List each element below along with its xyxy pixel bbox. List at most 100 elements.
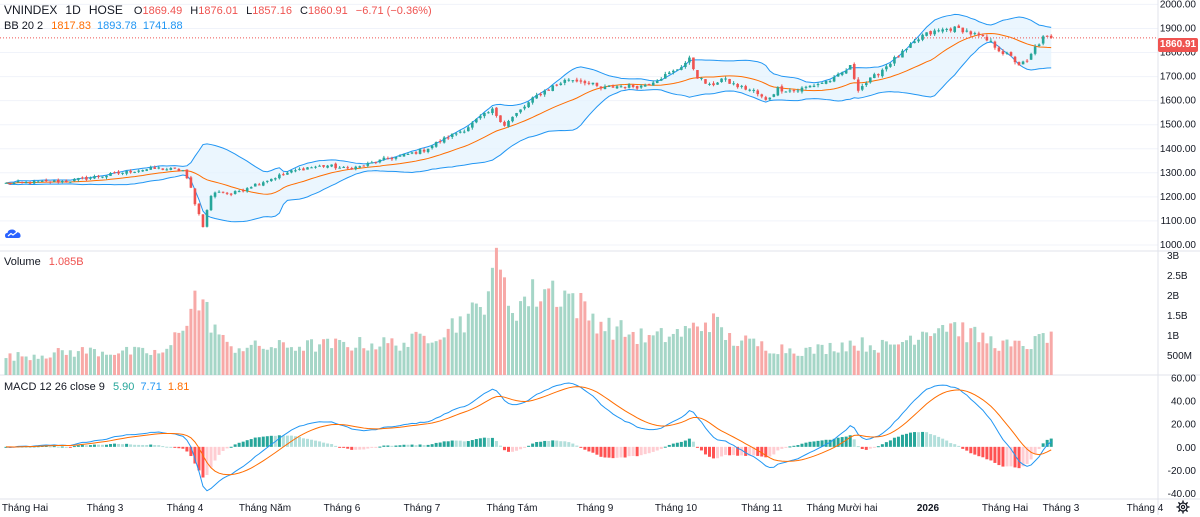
volume-bar bbox=[165, 348, 169, 375]
volume-bar bbox=[872, 350, 876, 375]
candle bbox=[382, 155, 386, 162]
candle-body bbox=[820, 82, 824, 84]
candle-body bbox=[704, 79, 707, 84]
candle-body bbox=[953, 26, 957, 32]
macd-hist-bar bbox=[177, 446, 181, 449]
volume-bar bbox=[824, 354, 828, 375]
volume-bar bbox=[414, 331, 418, 375]
candle bbox=[221, 191, 225, 194]
macd-hist-bar bbox=[812, 441, 816, 447]
macd-hist-bar bbox=[466, 441, 470, 447]
candle-body bbox=[716, 82, 719, 85]
volume-bar bbox=[543, 289, 547, 375]
macd-hist-bar bbox=[929, 434, 933, 447]
volume-legend[interactable]: Volume 1.085B bbox=[4, 256, 89, 269]
last-price-tag: 1860.91 bbox=[1158, 38, 1198, 52]
candle-body bbox=[519, 109, 522, 113]
macd-hist-bar bbox=[386, 445, 390, 447]
macd-hist-bar bbox=[989, 446, 993, 461]
volume-bar bbox=[394, 345, 398, 375]
settings-gear-icon[interactable] bbox=[1176, 500, 1190, 514]
candle-body bbox=[591, 82, 595, 85]
candle bbox=[848, 64, 852, 70]
macd-tick-label: 0.00 bbox=[1177, 443, 1197, 454]
candle bbox=[852, 62, 856, 80]
macd-hist-bar bbox=[804, 442, 808, 447]
candle-body bbox=[700, 77, 703, 79]
macd-hist-bar bbox=[583, 446, 587, 450]
macd-hist-bar bbox=[800, 443, 804, 447]
candle-body bbox=[310, 167, 313, 169]
candle-body bbox=[824, 80, 828, 84]
candle bbox=[402, 153, 406, 157]
volume-bar bbox=[1033, 336, 1037, 375]
interval[interactable]: 1D bbox=[65, 3, 81, 17]
candle bbox=[394, 156, 398, 161]
macd-hist-bar bbox=[446, 441, 450, 447]
candle-body bbox=[631, 84, 635, 87]
volume-bar bbox=[607, 317, 611, 375]
candle-body bbox=[503, 121, 506, 126]
volume-bar bbox=[880, 339, 884, 375]
macd-hist-bar bbox=[414, 445, 418, 447]
candle bbox=[454, 132, 458, 137]
volume-bar bbox=[683, 326, 687, 375]
candle-body bbox=[410, 152, 414, 154]
price-tick-label: 1300.00 bbox=[1160, 168, 1197, 179]
candle-body bbox=[446, 137, 450, 139]
candle bbox=[764, 95, 768, 101]
candle bbox=[808, 85, 812, 88]
candle bbox=[24, 180, 28, 184]
candle-body bbox=[398, 155, 402, 157]
bb-lower-line bbox=[5, 41, 1052, 223]
volume-bar bbox=[173, 332, 177, 375]
volume-bar bbox=[229, 346, 233, 375]
candle bbox=[1033, 44, 1037, 56]
candle bbox=[732, 81, 735, 86]
volume-bar bbox=[306, 340, 309, 375]
candle-body bbox=[350, 167, 354, 170]
candle bbox=[145, 168, 148, 172]
candle-body bbox=[442, 137, 446, 143]
candle-body bbox=[724, 78, 727, 80]
candle-body bbox=[917, 39, 920, 42]
candle-body bbox=[8, 183, 12, 185]
candle-body bbox=[28, 182, 32, 184]
bb-legend[interactable]: BB 20 2 1817.83 1893.78 1741.88 bbox=[4, 20, 188, 33]
volume-bar bbox=[909, 335, 912, 375]
candle-body bbox=[20, 182, 24, 184]
macd-hist-bar bbox=[354, 446, 358, 450]
macd-hist-bar bbox=[683, 440, 687, 447]
candle bbox=[997, 46, 1001, 53]
macd-hist-bar bbox=[265, 436, 269, 447]
volume-bar bbox=[450, 318, 454, 375]
macd-hist-bar bbox=[667, 444, 671, 447]
volume-bar bbox=[724, 339, 728, 375]
macd-tick-label: 20.00 bbox=[1171, 420, 1196, 431]
time-tick-label: Tháng 11 bbox=[741, 503, 783, 514]
volume-bar bbox=[358, 337, 362, 375]
candle-body bbox=[527, 102, 530, 108]
tradingview-logo-icon[interactable] bbox=[4, 227, 22, 241]
candle-body bbox=[422, 149, 426, 152]
volume-bar bbox=[1009, 346, 1013, 375]
time-tick-label: Tháng Mười hai bbox=[806, 503, 877, 514]
volume-bar bbox=[679, 336, 683, 375]
macd-hist-bar bbox=[1029, 446, 1033, 460]
candle bbox=[169, 167, 173, 171]
symbol-name[interactable]: VNINDEX bbox=[4, 3, 58, 17]
candle-body bbox=[358, 166, 362, 168]
candle bbox=[302, 167, 305, 171]
macd-hist-bar bbox=[141, 444, 145, 447]
candle-body bbox=[414, 152, 418, 154]
candle-body bbox=[977, 33, 981, 36]
candle bbox=[957, 24, 961, 28]
macd-hist-bar bbox=[957, 445, 961, 447]
candle-body bbox=[60, 181, 64, 183]
macd-legend[interactable]: MACD 12 26 close 9 5.90 7.71 1.81 bbox=[4, 381, 194, 394]
volume-bar bbox=[129, 354, 133, 375]
macd-hist-bar bbox=[736, 446, 740, 456]
volume-bar bbox=[265, 349, 269, 375]
candle-body bbox=[909, 43, 912, 48]
